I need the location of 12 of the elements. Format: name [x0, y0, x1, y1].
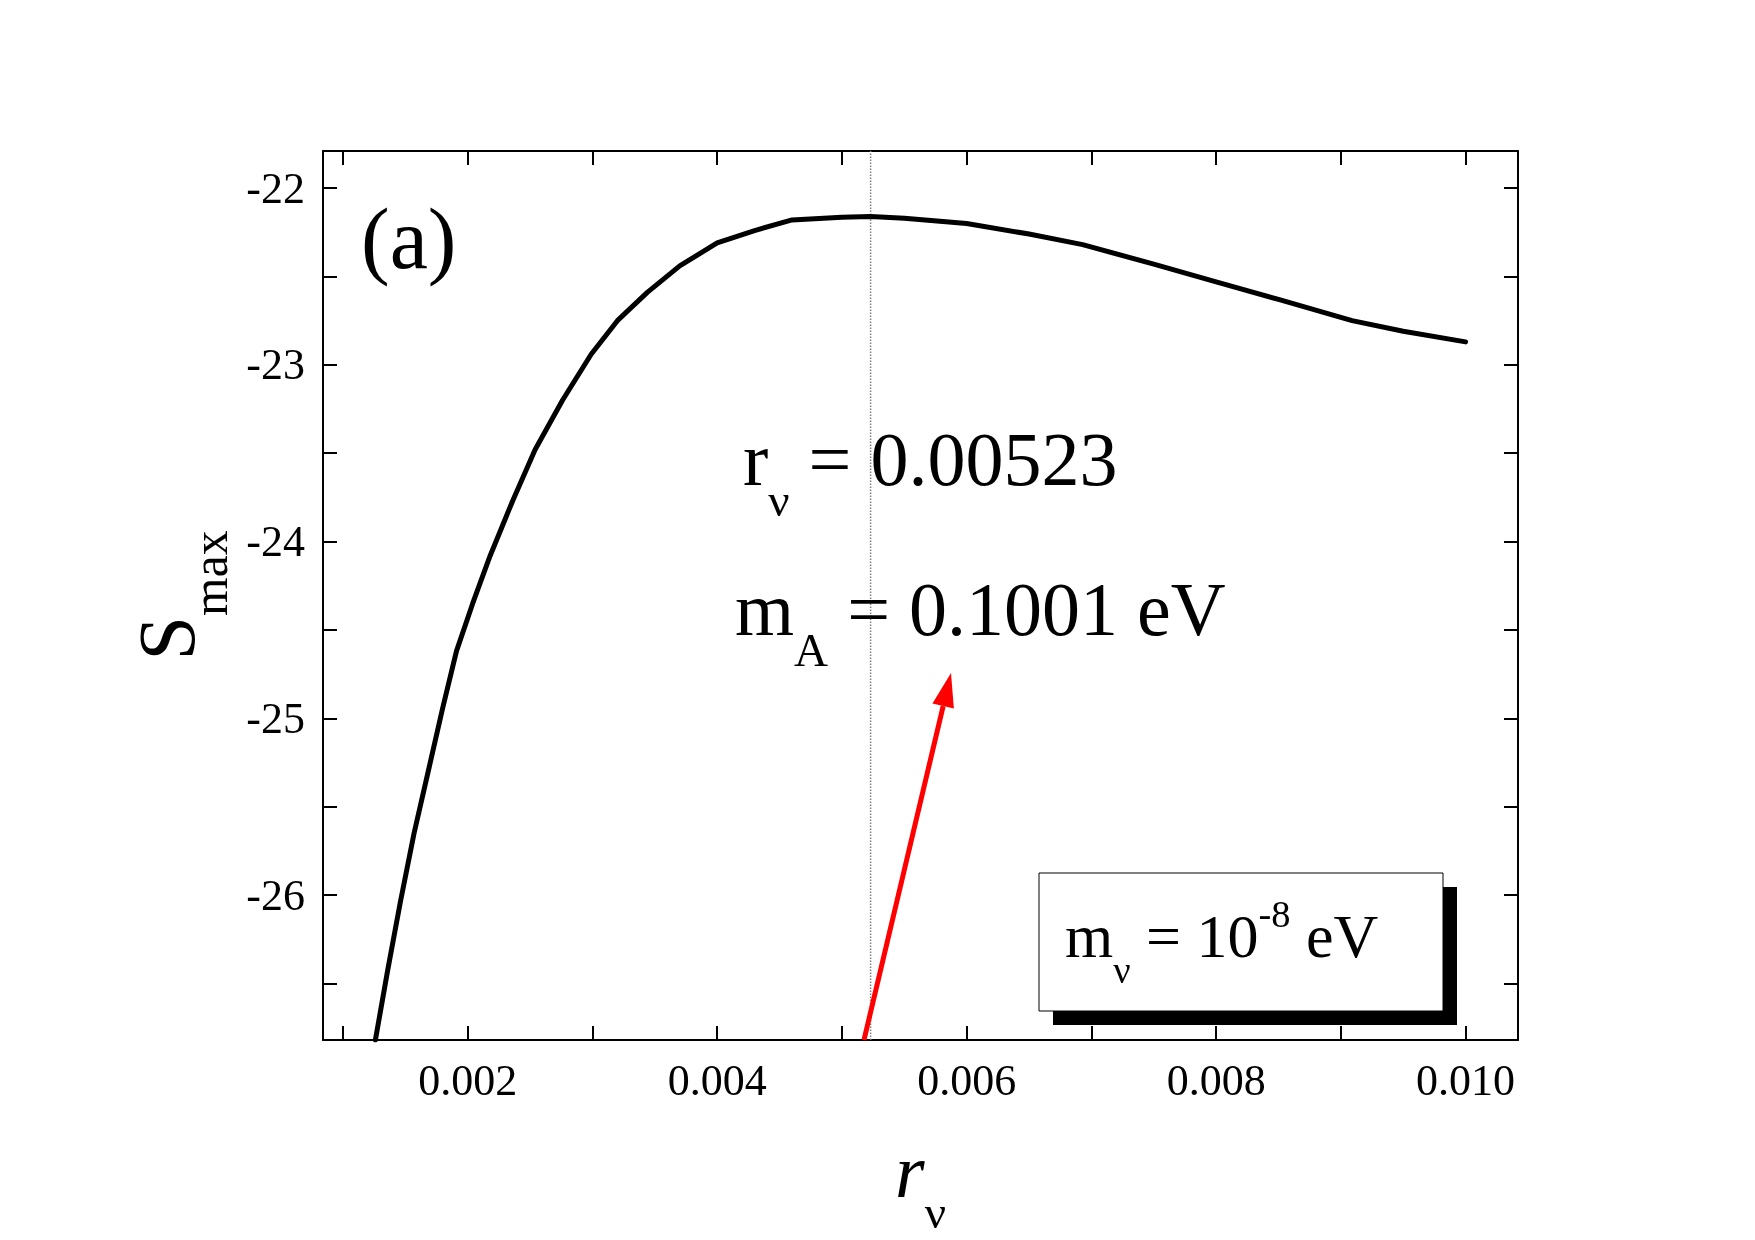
x-tick-label: 0.002 — [418, 1055, 518, 1105]
y-axis-title: Smax — [123, 530, 238, 661]
y-tick-label: -25 — [246, 693, 305, 743]
x-tick-label: 0.008 — [1166, 1055, 1266, 1105]
annotation: (a) — [361, 191, 457, 287]
y-tick-label: -22 — [246, 163, 305, 213]
x-tick-label: 0.006 — [917, 1055, 1017, 1105]
y-tick-label: -23 — [246, 340, 305, 390]
x-tick-label: 0.010 — [1416, 1055, 1516, 1105]
y-tick-label: -26 — [246, 870, 305, 920]
x-tick-label: 0.004 — [667, 1055, 767, 1105]
y-tick-label: -24 — [246, 517, 305, 567]
